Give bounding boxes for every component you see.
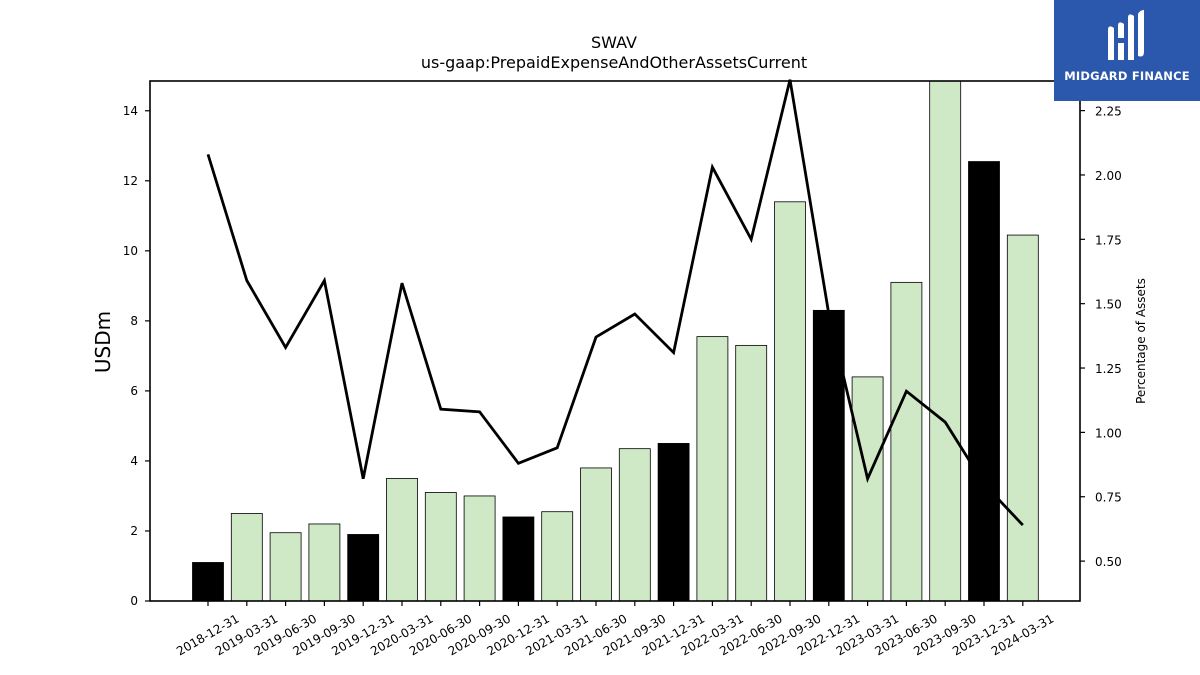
y-right-tick-label: 1.00 [1095, 426, 1122, 440]
bar [463, 495, 496, 602]
bar [424, 492, 457, 602]
plot-frame [149, 80, 1081, 602]
bar [308, 523, 341, 602]
y-axis-label-right: Percentage of Assets [1134, 278, 1148, 404]
y-right-tick-label: 0.50 [1095, 555, 1122, 569]
logo-text: MIDGARD FINANCE [1064, 69, 1190, 83]
y-right-tick-label: 1.75 [1095, 233, 1122, 247]
bar [1006, 234, 1039, 602]
y-tick-label: 4 [130, 454, 138, 468]
y-axis-left: 0 2 4 6 8 10 12 14 [123, 104, 150, 608]
bar [541, 511, 574, 602]
bar [502, 516, 535, 602]
midgard-finance-logo: MIDGARD FINANCE [1054, 0, 1200, 101]
bar [192, 562, 224, 602]
x-axis: 2018-12-312019-03-312019-06-302019-09-30… [174, 601, 1056, 658]
bar [580, 467, 612, 602]
y-tick-label: 12 [123, 174, 138, 188]
midgard-logo-icon [1108, 10, 1144, 60]
y-axis-label-left: USDm [91, 311, 115, 373]
bar [735, 344, 768, 602]
percentage-line [206, 79, 1024, 527]
chart-title: SWAV [591, 33, 637, 52]
plot-border [149, 80, 1081, 602]
y-tick-label: 14 [123, 104, 138, 118]
bar [269, 532, 302, 602]
y-right-tick-label: 1.25 [1095, 362, 1122, 376]
y-right-tick-label: 2.00 [1095, 169, 1122, 183]
y-tick-label: 6 [130, 384, 138, 398]
y-tick-label: 0 [130, 594, 138, 608]
bar [929, 80, 962, 602]
bar [386, 478, 418, 602]
bars-group [192, 80, 1039, 602]
chart-subtitle: us-gaap:PrepaidExpenseAndOtherAssetsCurr… [421, 53, 807, 72]
y-tick-label: 2 [130, 524, 138, 538]
y-axis-right: 0.50 0.75 1.00 1.25 1.50 1.75 2.00 2.25 [1080, 105, 1122, 569]
y-right-tick-label: 1.50 [1095, 298, 1122, 312]
bar [618, 448, 651, 602]
y-tick-label: 8 [130, 314, 138, 328]
y-right-tick-label: 0.75 [1095, 491, 1122, 505]
y-tick-label: 10 [123, 244, 138, 258]
bar [774, 201, 806, 602]
bar [851, 376, 884, 602]
bar [696, 336, 729, 602]
bar [968, 161, 1000, 602]
y-right-tick-label: 2.25 [1095, 105, 1122, 119]
bar [347, 534, 380, 602]
bar [657, 443, 690, 602]
line-group [206, 79, 1024, 527]
bar [230, 513, 263, 602]
bar [890, 281, 923, 602]
